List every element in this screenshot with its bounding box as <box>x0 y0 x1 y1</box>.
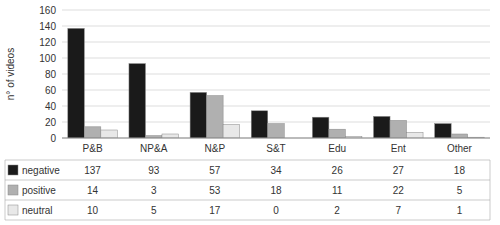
data-label: 57 <box>209 165 221 176</box>
bar <box>451 134 468 138</box>
data-label: 34 <box>270 165 282 176</box>
grid-line <box>62 26 490 27</box>
legend-swatch <box>8 165 18 175</box>
bar <box>162 134 179 138</box>
bar <box>312 117 329 138</box>
y-tick-label: 60 <box>45 85 57 96</box>
table-line <box>5 200 490 201</box>
y-tick-label: 40 <box>45 101 57 112</box>
bar <box>84 127 101 138</box>
x-tick-label: S&T <box>266 143 285 154</box>
data-label: 93 <box>148 165 160 176</box>
x-tick-label: NP&A <box>140 143 168 154</box>
x-tick-label: P&B <box>83 143 103 154</box>
data-label: 11 <box>332 185 343 196</box>
bar <box>407 132 424 138</box>
data-label: 7 <box>396 205 402 216</box>
grid-line <box>62 58 490 59</box>
table-line <box>5 160 490 161</box>
y-tick-label: 120 <box>39 37 56 48</box>
table-line <box>5 160 6 220</box>
y-tick-label: 100 <box>39 53 56 64</box>
x-tick-label: Edu <box>328 143 346 154</box>
data-label: 14 <box>87 185 99 196</box>
table-line <box>490 160 491 220</box>
bar <box>251 111 268 138</box>
x-axis-line <box>62 138 490 139</box>
bar <box>223 124 240 138</box>
bar <box>101 130 118 138</box>
bar <box>268 124 285 138</box>
data-label: 22 <box>393 185 405 196</box>
data-label: 1 <box>457 205 463 216</box>
grid-line <box>62 122 490 123</box>
x-tick-label: Ent <box>391 143 406 154</box>
data-label: 17 <box>209 205 221 216</box>
data-label: 18 <box>270 185 282 196</box>
data-label: 26 <box>332 165 344 176</box>
bars <box>68 28 484 138</box>
y-tick-label: 160 <box>39 5 56 16</box>
bar <box>390 120 407 138</box>
grid-line <box>62 74 490 75</box>
y-tick-label: 140 <box>39 21 56 32</box>
bar <box>190 92 207 138</box>
y-tick-label: 0 <box>50 133 56 144</box>
grid-line <box>62 10 490 11</box>
table-line <box>5 220 490 221</box>
y-axis-label: n° of videos <box>5 48 16 100</box>
grid-line <box>62 90 490 91</box>
bar <box>68 28 85 138</box>
grid-line <box>62 106 490 107</box>
x-tick-label: Other <box>447 143 473 154</box>
data-label: 18 <box>454 165 466 176</box>
legend-label: positive <box>22 185 56 196</box>
data-label: 5 <box>457 185 463 196</box>
grid-line <box>62 138 490 139</box>
legend-swatch <box>8 185 18 195</box>
legend-label: neutral <box>22 205 53 216</box>
data-label: 137 <box>84 165 101 176</box>
legend-label: negative <box>22 165 60 176</box>
data-label: 27 <box>393 165 405 176</box>
data-label: 10 <box>87 205 99 216</box>
bar <box>207 96 224 138</box>
data-label: 53 <box>209 185 221 196</box>
bar <box>329 129 346 138</box>
data-label: 5 <box>151 205 157 216</box>
bar <box>129 64 146 138</box>
legend-swatch <box>8 205 18 215</box>
y-tick-label: 80 <box>45 69 57 80</box>
table-line <box>5 180 490 181</box>
bar <box>374 116 391 138</box>
chart: 020406080100120140160n° of videosP&BNP&A… <box>0 0 500 225</box>
data-label: 3 <box>151 185 157 196</box>
bar <box>435 124 452 138</box>
data-label: 2 <box>334 205 340 216</box>
x-tick-label: N&P <box>205 143 226 154</box>
data-label: 0 <box>273 205 279 216</box>
y-tick-label: 20 <box>45 117 57 128</box>
grid-line <box>62 42 490 43</box>
